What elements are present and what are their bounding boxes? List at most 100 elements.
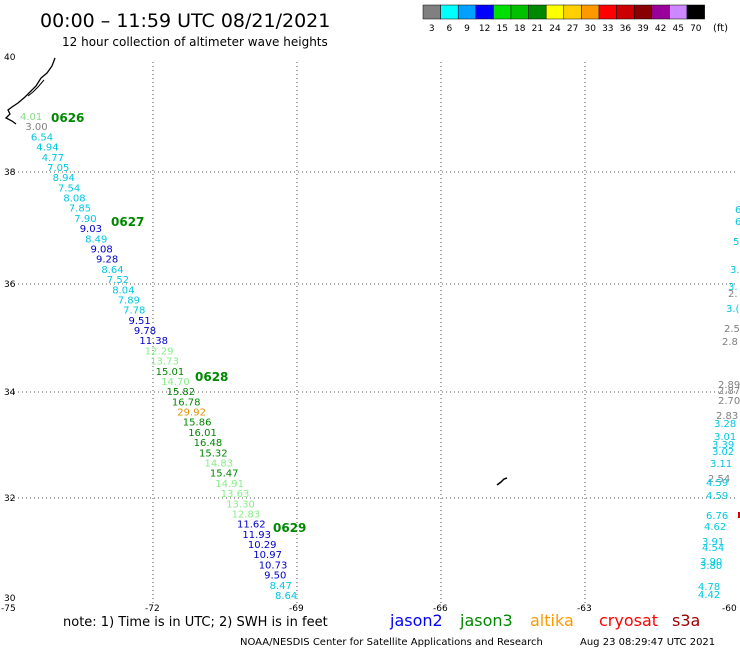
track-value: 16.78 xyxy=(172,397,201,408)
legend-swatch-27 xyxy=(563,4,582,20)
east-track-value: 5 xyxy=(733,237,739,248)
track-value: 12.83 xyxy=(232,510,261,521)
map-title: 00:00 – 11:59 UTC 08/21/2021 xyxy=(40,10,330,32)
track-value: 13.30 xyxy=(226,499,255,510)
track-value: 8.47 xyxy=(270,581,292,592)
lat-tick-40: 40 xyxy=(4,53,16,63)
legend-label-18: 18 xyxy=(514,24,526,34)
legend-swatch-15 xyxy=(493,4,512,20)
lat-tick-34: 34 xyxy=(4,388,16,398)
east-track-value: 3.39 xyxy=(712,440,734,451)
map-grid xyxy=(10,62,737,603)
legend-label-3: 3 xyxy=(429,24,435,34)
east-track-value: 2.8 xyxy=(722,337,738,348)
legend-swatch-33 xyxy=(598,4,617,20)
east-track-value: 3.80 xyxy=(700,561,722,572)
east-track-value: 2.87 xyxy=(718,386,740,397)
track-value: 14.91 xyxy=(215,479,244,490)
legend-label-27: 27 xyxy=(567,24,578,34)
track-value: 13.73 xyxy=(150,357,179,368)
east-track-value: 3.91 xyxy=(702,537,724,548)
legend-label-39: 39 xyxy=(637,24,649,34)
legend-label-30: 30 xyxy=(584,24,596,34)
track-value: 9.78 xyxy=(134,326,156,337)
legend-label-9: 9 xyxy=(464,24,470,34)
legend-label-6: 6 xyxy=(447,24,453,34)
track-value: 7.89 xyxy=(118,295,140,306)
track-value: 7.78 xyxy=(123,306,145,317)
east-track: 6653.3.2.3.(2.52.82.892.872.702.833.283.… xyxy=(698,205,740,601)
track-value: 8.64 xyxy=(101,265,123,276)
track-value: 7.52 xyxy=(107,275,129,286)
legend-swatch-36 xyxy=(616,4,635,20)
track-value: 16.01 xyxy=(188,428,217,439)
map-subtitle: 12 hour collection of altimeter wave hei… xyxy=(62,35,328,49)
track-value: 4.01 xyxy=(20,112,42,123)
lon-tick--75: -75 xyxy=(1,604,16,614)
east-track-value: 6.76 xyxy=(706,511,728,522)
lat-tick-32: 32 xyxy=(4,494,15,504)
legend-swatch-21 xyxy=(528,4,547,20)
legend-label-12: 12 xyxy=(479,24,490,34)
track-value: 7.85 xyxy=(69,204,91,215)
east-track-value: 6 xyxy=(735,205,740,216)
satellite-altika: altika xyxy=(530,611,574,630)
track-value: 16.48 xyxy=(194,438,223,449)
lon-tick--72: -72 xyxy=(145,604,160,614)
east-track-value: 4.42 xyxy=(698,590,720,601)
east-track-value: 2. xyxy=(728,289,738,300)
lat-tick-38: 38 xyxy=(4,168,16,178)
track-value: 15.47 xyxy=(210,469,239,480)
time-markers: 0626 0627 0628 0629 xyxy=(51,111,306,535)
legend-label-15: 15 xyxy=(496,24,507,34)
time-label-0629: 0629 xyxy=(273,521,306,535)
east-track-value: 3. xyxy=(728,282,738,293)
footer-credit: NOAA/NESDIS Center for Satellite Applica… xyxy=(240,637,543,648)
track-value: 11.93 xyxy=(242,530,271,541)
legend-swatch-12 xyxy=(475,4,494,20)
east-track-value: 4.59 xyxy=(706,478,728,489)
east-track-value: 2.89 xyxy=(718,380,740,391)
track-value: 9.08 xyxy=(91,245,113,256)
satellite-legend: jason2 jason3 altika cryosat s3a xyxy=(389,611,700,630)
time-label-0626: 0626 xyxy=(51,111,84,125)
track-value: 12.29 xyxy=(145,346,174,357)
track-value: 8.64 xyxy=(275,591,297,602)
east-track-value: 3.( xyxy=(726,304,740,315)
legend-swatch-6 xyxy=(440,4,459,20)
track-value: 7.90 xyxy=(74,214,96,225)
satellite-jason3: jason3 xyxy=(459,611,513,630)
legend-swatch-24 xyxy=(545,4,565,20)
track-value: 8.04 xyxy=(112,285,134,296)
track-value: 7.54 xyxy=(58,183,80,194)
track-value: 6.54 xyxy=(31,132,53,143)
track-value: 4.94 xyxy=(36,143,58,154)
track-value: 7.05 xyxy=(47,163,69,174)
footer-note: note: 1) Time is in UTC; 2) SWH is in fe… xyxy=(63,615,328,630)
track-value: 14.83 xyxy=(205,459,234,470)
east-track-value: 4.78 xyxy=(698,582,720,593)
legend-label-33: 33 xyxy=(602,24,613,34)
lon-tick-labels: -75 -72 -69 -66 -63 -60 xyxy=(1,604,737,614)
lat-tick-30: 30 xyxy=(4,594,16,604)
satellite-s3a: s3a xyxy=(672,611,700,630)
east-track-value: 2.5 xyxy=(724,324,740,335)
track-value: 10.29 xyxy=(248,540,277,551)
lat-tick-36: 36 xyxy=(4,280,16,290)
legend-swatch-3 xyxy=(422,4,441,20)
lon-tick--66: -66 xyxy=(433,604,448,614)
lat-tick-labels: 40 38 36 34 32 30 xyxy=(4,53,16,604)
legend-swatch-9 xyxy=(457,4,477,20)
east-track-value: 2.54 xyxy=(708,474,730,485)
lon-tick--60: -60 xyxy=(722,604,737,614)
legend-swatch-70 xyxy=(686,4,705,20)
east-track-value: 3.11 xyxy=(710,459,732,470)
legend-label-42: 42 xyxy=(655,24,666,34)
coastline-detail xyxy=(27,79,45,97)
east-track-value: 2.70 xyxy=(718,396,740,407)
east-track-value: 3.28 xyxy=(714,419,736,430)
legend-swatch-42 xyxy=(651,4,670,20)
legend-swatch-30 xyxy=(581,4,600,20)
track-value: 15.86 xyxy=(183,418,212,429)
satellite-cryosat: cryosat xyxy=(599,611,658,630)
